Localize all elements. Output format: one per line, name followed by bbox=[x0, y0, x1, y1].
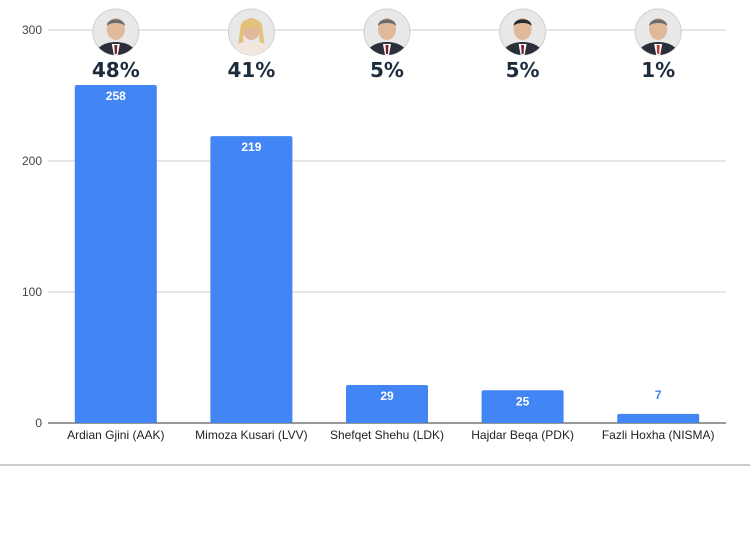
labels-layer: 0 100 200 300 258 Ardian Gjini (AAK) 48% 219 Mim… bbox=[22, 23, 715, 442]
avatar-portrait bbox=[231, 18, 272, 55]
avatars-layer bbox=[92, 8, 682, 56]
avatar-portrait bbox=[95, 18, 136, 55]
vote-percentage-label: 41% bbox=[227, 58, 275, 82]
avatar-portrait bbox=[638, 18, 679, 55]
avatar-hair bbox=[238, 19, 265, 44]
bar bbox=[210, 136, 293, 424]
bar bbox=[346, 385, 428, 423]
candidate-avatar-icon bbox=[227, 8, 275, 56]
candidate-avatar-icon bbox=[363, 8, 411, 56]
avatar-tie bbox=[385, 45, 389, 54]
candidate-avatar-icon bbox=[499, 8, 547, 56]
bar bbox=[481, 390, 564, 423]
candidate-avatar-icon bbox=[634, 8, 682, 56]
vote-percentage-label: 1% bbox=[641, 58, 675, 82]
avatar-tie bbox=[114, 45, 118, 54]
avatar-portrait bbox=[502, 18, 543, 55]
avatar-portrait bbox=[367, 18, 407, 55]
avatar-tie bbox=[521, 45, 525, 54]
avatar-hair bbox=[106, 19, 125, 26]
avatar-tie bbox=[656, 45, 660, 54]
bar bbox=[74, 85, 157, 424]
vote-percentage-label: 5% bbox=[370, 58, 404, 82]
avatar-hair bbox=[513, 19, 532, 26]
bars-layer bbox=[74, 85, 700, 424]
bar bbox=[617, 413, 700, 423]
category-label: Shefqet Shehu (LDK) bbox=[330, 428, 444, 442]
vote-percentage-label: 48% bbox=[92, 58, 140, 82]
y-tick-label: 300 bbox=[22, 23, 42, 37]
category-label: Mimoza Kusari (LVV) bbox=[195, 428, 307, 442]
bar-value-label: 7 bbox=[655, 388, 662, 402]
bar-value-label: 25 bbox=[516, 394, 530, 408]
y-tick-label: 0 bbox=[35, 416, 42, 430]
category-label: Fazli Hoxha (NISMA) bbox=[602, 428, 715, 442]
avatar-hair bbox=[378, 19, 396, 26]
y-tick-label: 200 bbox=[22, 154, 42, 168]
category-label: Hajdar Beqa (PDK) bbox=[471, 428, 574, 442]
bar-value-label: 29 bbox=[380, 389, 394, 403]
candidate-avatar-icon bbox=[92, 8, 140, 56]
category-label: Ardian Gjini (AAK) bbox=[67, 428, 164, 442]
avatar-shoulders bbox=[231, 42, 272, 55]
vote-percentage-label: 5% bbox=[506, 58, 540, 82]
bar-value-label: 219 bbox=[241, 140, 261, 154]
avatar-hair bbox=[649, 19, 668, 26]
y-tick-label: 100 bbox=[22, 285, 42, 299]
bar-value-label: 258 bbox=[106, 89, 126, 103]
